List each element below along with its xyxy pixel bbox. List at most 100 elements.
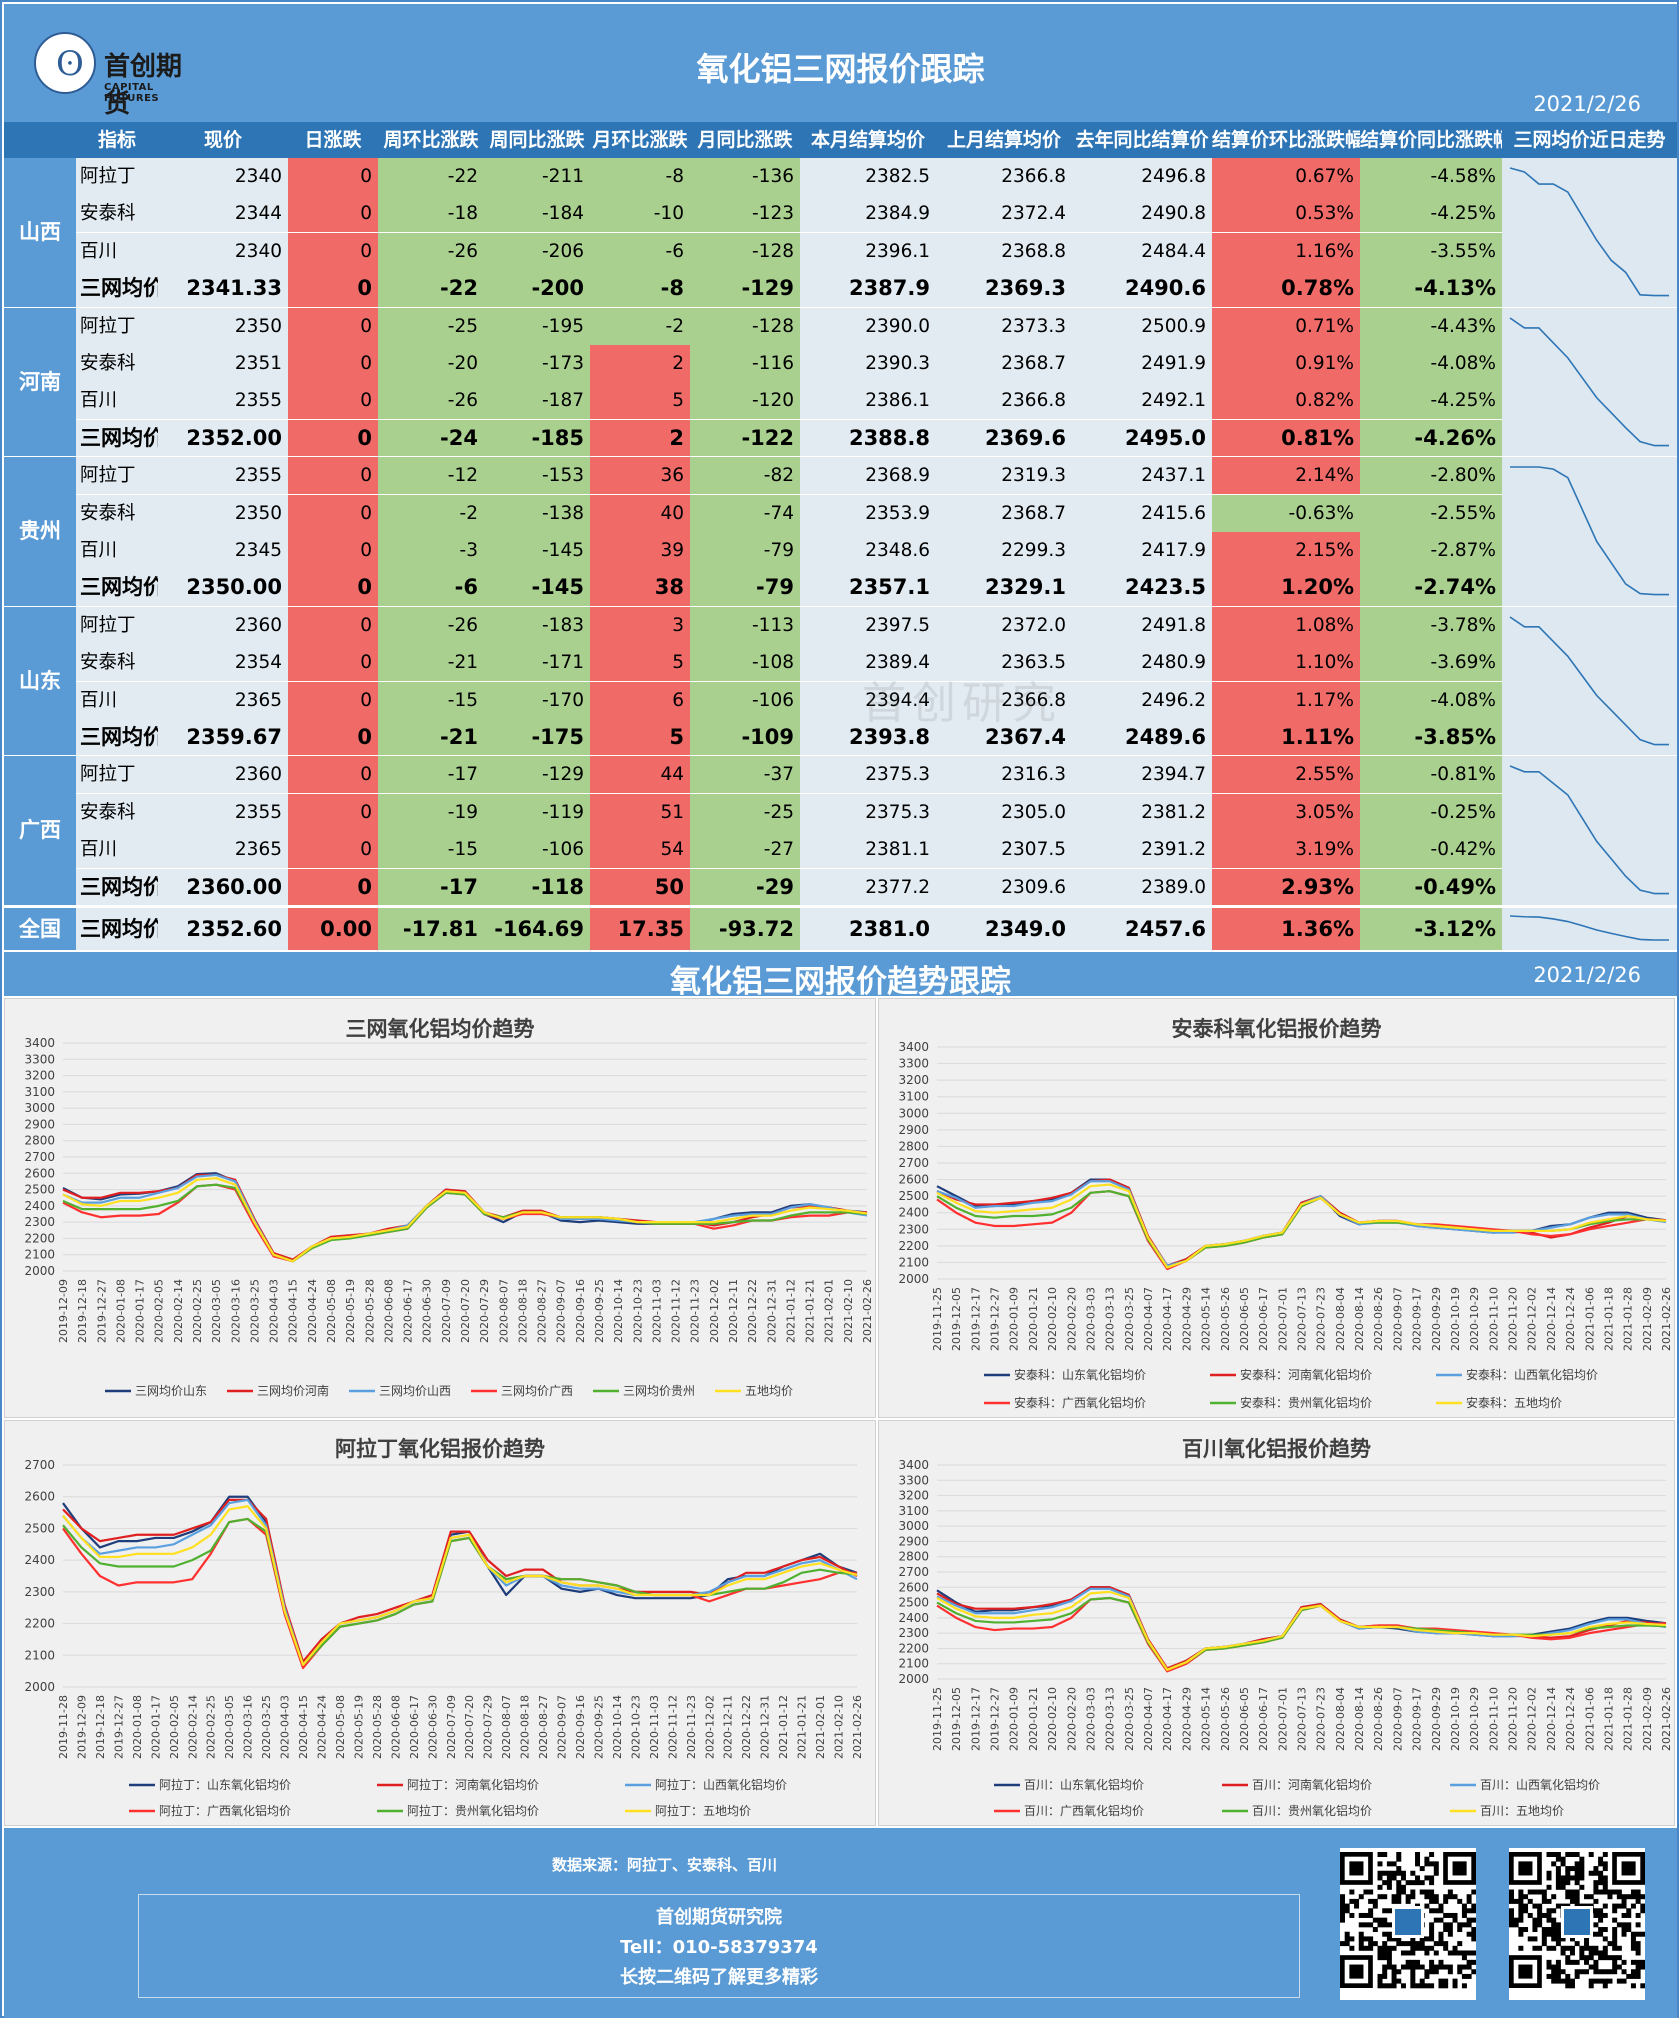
x-tick-label: 2020-05-28 <box>371 1695 384 1759</box>
province-label: 全国 <box>4 908 76 950</box>
table-cell: 1.20% <box>1212 569 1360 607</box>
table-cell: -22 <box>378 158 484 195</box>
x-tick-label: 2020-11-20 <box>1507 1287 1520 1351</box>
x-tick-label: 2021-01-06 <box>1583 1287 1596 1351</box>
table-cell: -12 <box>378 457 484 495</box>
table-cell: 0 <box>288 681 378 719</box>
table-cell: 2365 <box>158 681 288 719</box>
table-cell: 2366.8 <box>936 681 1072 719</box>
x-tick-label: 2020-09-29 <box>1430 1687 1443 1751</box>
table-cell: 2359.67 <box>158 719 288 756</box>
x-tick-label: 2020-03-05 <box>210 1279 223 1343</box>
row-divider <box>4 905 1677 906</box>
table-cell: 2390.0 <box>800 307 936 345</box>
table-cell: -187 <box>484 382 590 420</box>
qr-code-icon[interactable] <box>1509 1848 1645 2000</box>
x-tick-label: 2020-08-26 <box>1372 1687 1385 1751</box>
table-cell: -138 <box>484 494 590 532</box>
x-tick-label: 2020-07-01 <box>1276 1687 1289 1751</box>
y-tick-label: 2700 <box>24 1150 55 1164</box>
legend-label: 安泰科：五地均价 <box>1466 1395 1562 1410</box>
table-cell: 安泰科 <box>76 494 158 532</box>
x-tick-label: 2020-04-07 <box>1142 1287 1155 1351</box>
x-tick-label: 2020-12-02 <box>1526 1687 1539 1751</box>
y-tick-label: 3200 <box>898 1073 929 1087</box>
x-tick-label: 2020-07-29 <box>478 1279 491 1343</box>
x-tick-label: 2020-03-25 <box>260 1695 273 1759</box>
table-cell: 0 <box>288 195 378 233</box>
legend-label: 百川：山东氧化铝均价 <box>1024 1777 1144 1792</box>
column-header: 结算价环比涨跌幅 <box>1212 129 1360 151</box>
table-cell: -118 <box>484 868 590 906</box>
table-cell: 2372.0 <box>936 606 1072 644</box>
table-cell: 百川 <box>76 532 158 569</box>
table-cell: 2384.9 <box>800 195 936 233</box>
x-tick-label: 2021-01-28 <box>1622 1287 1635 1351</box>
table-cell: 0 <box>288 307 378 345</box>
qr-code-icon[interactable] <box>1340 1848 1476 2000</box>
x-tick-label: 2020-04-15 <box>287 1279 300 1343</box>
y-tick-label: 3100 <box>898 1090 929 1104</box>
table-cell: -21 <box>378 644 484 682</box>
x-tick-label: 2020-12-24 <box>1564 1287 1577 1351</box>
column-header: 上月结算均价 <box>946 129 1061 151</box>
table-cell: 2367.4 <box>936 719 1072 756</box>
table-cell: 1.36% <box>1212 908 1360 950</box>
table-cell: -4.08% <box>1360 345 1502 382</box>
chart-panel-antaike: 安泰科氧化铝报价趋势 2000 2100 2200 2300 2400 2500 2600 2… <box>878 998 1675 1418</box>
legend-label: 阿拉丁：山西氧化铝均价 <box>655 1777 787 1792</box>
table-cell: 2319.3 <box>936 457 1072 495</box>
table-cell: 2381.2 <box>1072 793 1212 831</box>
sparkline-line <box>1509 616 1669 746</box>
x-tick-label: 2021-02-26 <box>851 1695 864 1759</box>
x-tick-label: 2020-09-16 <box>574 1279 587 1343</box>
x-tick-label: 2020-11-23 <box>685 1695 698 1759</box>
x-tick-label: 2020-11-10 <box>1487 1687 1500 1751</box>
series-line <box>62 1495 858 1666</box>
legend-label: 安泰科：山西氧化铝均价 <box>1466 1367 1598 1382</box>
x-tick-label: 2020-04-17 <box>1161 1287 1174 1351</box>
x-tick-label: 2020-02-10 <box>1046 1687 1059 1751</box>
x-tick-label: 2020-11-12 <box>670 1279 683 1343</box>
table-cell: -19 <box>378 793 484 831</box>
table-cell: 2366.8 <box>936 158 1072 195</box>
x-tick-label: 2020-09-25 <box>593 1279 606 1343</box>
x-tick-label: 2020-08-07 <box>500 1695 513 1759</box>
x-tick-label: 2020-06-17 <box>408 1695 421 1759</box>
table-cell: -2 <box>590 307 690 345</box>
table-cell: 2341.33 <box>158 270 288 308</box>
x-tick-label: 2020-04-17 <box>1161 1687 1174 1751</box>
y-tick-label: 2400 <box>24 1553 55 1567</box>
x-tick-label: 2020-02-20 <box>1065 1687 1078 1751</box>
x-tick-label: 2021-01-18 <box>1602 1287 1615 1351</box>
table-cell: 阿拉丁 <box>76 457 158 495</box>
table-cell: 2491.9 <box>1072 345 1212 382</box>
table-cell: -106 <box>484 831 590 869</box>
table-cell: -175 <box>484 719 590 756</box>
x-tick-label: 2020-09-17 <box>1411 1287 1424 1351</box>
table-cell: 2345 <box>158 532 288 569</box>
x-tick-label: 2020-02-14 <box>186 1695 199 1759</box>
x-tick-label: 2020-03-05 <box>223 1695 236 1759</box>
column-header: 周同比涨跌 <box>489 129 585 151</box>
sparkline-line <box>1509 915 1669 941</box>
y-tick-label: 2300 <box>24 1215 55 1229</box>
x-tick-label: 2020-07-20 <box>459 1279 472 1343</box>
table-cell: 5 <box>590 719 690 756</box>
x-tick-label: 2021-01-12 <box>784 1279 797 1343</box>
table-cell: 2415.6 <box>1072 494 1212 532</box>
price-table: 指标 现价 日涨跌 周环比涨跌 周同比涨跌 月环比涨跌 月同比涨跌 本月结算均价 上月结算均价去… <box>4 122 1677 950</box>
table-cell: 2495.0 <box>1072 419 1212 457</box>
table-cell: 2.55% <box>1212 756 1360 794</box>
x-tick-label: 2021-02-26 <box>1660 1687 1673 1751</box>
legend-label: 阿拉丁：山东氧化铝均价 <box>159 1777 291 1792</box>
x-tick-label: 2020-07-09 <box>445 1695 458 1759</box>
x-tick-label: 2020-08-27 <box>536 1279 549 1343</box>
footer: 数据来源：阿拉丁、安泰科、百川 首创期货研究院 Tell：010-5837937… <box>4 1828 1677 2018</box>
x-tick-label: 2020-12-11 <box>727 1279 740 1343</box>
table-cell: 2496.2 <box>1072 681 1212 719</box>
x-tick-label: 2020-01-08 <box>131 1695 144 1759</box>
legend-label: 百川：贵州氧化铝均价 <box>1252 1803 1372 1818</box>
series-line <box>62 1505 858 1666</box>
